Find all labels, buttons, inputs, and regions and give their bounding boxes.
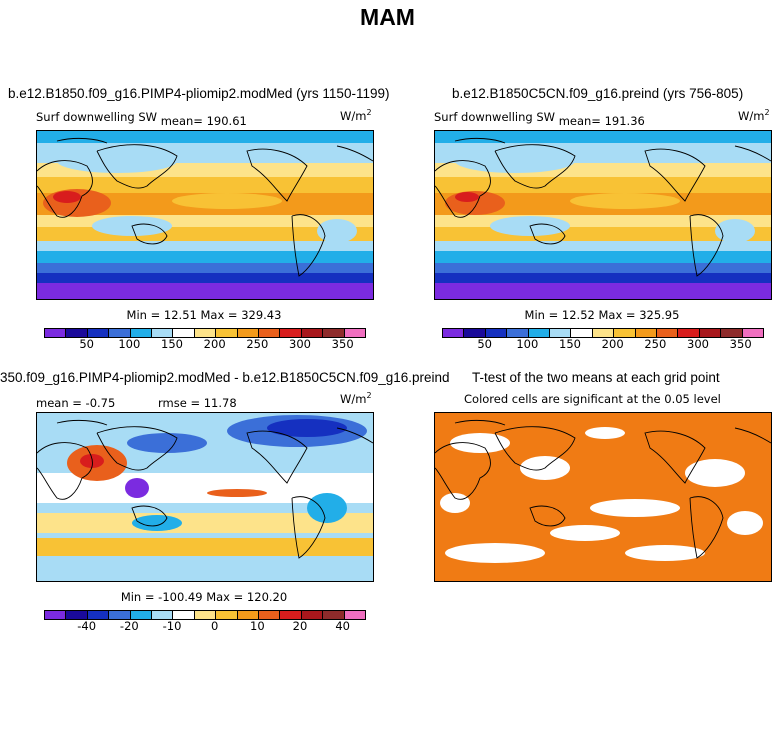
colorbar-swatch-2-1 — [464, 329, 486, 337]
colorbar-tick-label: 350 — [729, 337, 752, 351]
colorbar-tick-label: 250 — [644, 337, 667, 351]
colorbar-tick-label: 40 — [335, 619, 350, 633]
colorbar-swatch-2-14 — [742, 329, 764, 337]
panel3-units: W/m2 — [340, 391, 372, 406]
panel1-units: W/m2 — [340, 108, 372, 123]
colorbar-swatch-1-7 — [194, 329, 217, 337]
colorbar-swatch-3-9 — [237, 611, 260, 619]
panel2-units: W/m2 — [738, 108, 770, 123]
colorbar-tick-label: 50 — [477, 337, 492, 351]
panel1-map — [36, 130, 374, 300]
panel3-colorbar-ticks: -40 -20 -10 0 10 20 40 — [44, 619, 364, 635]
colorbar-swatch-1-13 — [323, 329, 345, 337]
panel2-mean: mean= 191.36 — [558, 114, 645, 128]
colorbar-swatch-3-11 — [280, 611, 302, 619]
colorbar-tick-label: 100 — [118, 337, 141, 351]
panel2-colorbar-ticks: 50 100 150 200 250 300 350 — [442, 337, 762, 353]
panel3-minmax: Min = -100.49 Max = 120.20 — [120, 590, 288, 604]
colorbar-swatch-2-0 — [443, 329, 465, 337]
panel4-title: T-test of the two means at each grid poi… — [472, 370, 720, 385]
colorbar-tick-label: 300 — [687, 337, 709, 351]
panel4-map — [434, 412, 772, 582]
colorbar-swatch-3-0 — [45, 611, 67, 619]
colorbar-swatch-1-5 — [152, 329, 174, 337]
colorbar-tick-label: 150 — [161, 337, 183, 351]
colorbar-swatch-2-11 — [678, 329, 700, 337]
colorbar-swatch-3-14 — [344, 611, 366, 619]
colorbar-tick-label: 200 — [601, 337, 624, 351]
colorbar-swatch-1-8 — [216, 329, 238, 337]
colorbar-swatch-3-13 — [323, 611, 345, 619]
colorbar-swatch-1-2 — [87, 329, 110, 337]
colorbar-tick-label: -40 — [77, 619, 97, 633]
colorbar-swatch-2-13 — [721, 329, 743, 337]
panel1-colorbar-ticks: 50 100 150 200 250 300 350 — [44, 337, 364, 353]
colorbar-swatch-1-9 — [237, 329, 260, 337]
panel2-colorbar — [442, 328, 764, 338]
colorbar-swatch-1-11 — [280, 329, 302, 337]
colorbar-swatch-1-6 — [173, 329, 195, 337]
panel2-map — [434, 130, 772, 300]
colorbar-swatch-1-14 — [344, 329, 366, 337]
colorbar-swatch-3-8 — [216, 611, 238, 619]
colorbar-tick-label: 300 — [289, 337, 311, 351]
colorbar-swatch-3-3 — [109, 611, 131, 619]
panel2-title: b.e12.B1850C5CN.f09_g16.preind (yrs 756-… — [452, 86, 744, 101]
panel1-subtitle: Surf downwelling SW mean= 190.61 — [36, 110, 247, 128]
panel3-colorbar — [44, 610, 366, 620]
panel1-minmax: Min = 12.51 Max = 329.43 — [126, 308, 282, 322]
colorbar-tick-label: 10 — [250, 619, 265, 633]
colorbar-swatch-1-12 — [301, 329, 324, 337]
colorbar-swatch-3-7 — [194, 611, 217, 619]
colorbar-swatch-1-4 — [130, 329, 153, 337]
colorbar-tick-label: 350 — [331, 337, 354, 351]
panel3-map — [36, 412, 374, 582]
panel1-title: b.e12.B1850.f09_g16.PIMP4-pliomip2.modMe… — [8, 86, 390, 101]
colorbar-swatch-3-5 — [152, 611, 174, 619]
colorbar-swatch-2-2 — [485, 329, 508, 337]
panel1-colorbar — [44, 328, 366, 338]
colorbar-swatch-3-10 — [259, 611, 281, 619]
colorbar-swatch-2-12 — [699, 329, 722, 337]
colorbar-swatch-2-7 — [592, 329, 615, 337]
panel1-variable: Surf downwelling SW — [36, 110, 158, 124]
panel1-mean: mean= 190.61 — [160, 114, 247, 128]
colorbar-swatch-1-0 — [45, 329, 67, 337]
colorbar-tick-label: 250 — [246, 337, 269, 351]
colorbar-swatch-1-10 — [259, 329, 281, 337]
colorbar-swatch-2-3 — [507, 329, 529, 337]
colorbar-swatch-3-1 — [66, 611, 88, 619]
colorbar-tick-label: 200 — [203, 337, 226, 351]
figure-title: MAM — [360, 4, 415, 30]
colorbar-tick-label: 50 — [79, 337, 94, 351]
colorbar-swatch-3-4 — [130, 611, 153, 619]
colorbar-swatch-1-3 — [109, 329, 131, 337]
colorbar-swatch-2-10 — [657, 329, 679, 337]
colorbar-swatch-3-2 — [87, 611, 110, 619]
colorbar-swatch-3-6 — [173, 611, 195, 619]
colorbar-swatch-2-5 — [550, 329, 572, 337]
colorbar-tick-label: 20 — [292, 619, 308, 633]
colorbar-swatch-2-8 — [614, 329, 636, 337]
colorbar-swatch-2-9 — [635, 329, 658, 337]
colorbar-swatch-1-1 — [66, 329, 88, 337]
panel2-subtitle: Surf downwelling SW mean= 191.36 — [434, 110, 645, 128]
colorbar-tick-label: 0 — [210, 619, 219, 633]
panel3-title: 350.f09_g16.PIMP4-pliomip2.modMed - b.e1… — [0, 370, 450, 385]
panel2-minmax: Min = 12.52 Max = 325.95 — [524, 308, 680, 322]
colorbar-tick-label: 100 — [516, 337, 539, 351]
panel2-variable: Surf downwelling SW — [434, 110, 556, 124]
colorbar-swatch-2-4 — [528, 329, 551, 337]
colorbar-swatch-3-12 — [301, 611, 324, 619]
panel3-rmse: rmse = 11.78 — [158, 396, 237, 410]
colorbar-tick-label: 150 — [559, 337, 581, 351]
panel3-mean: mean = -0.75 — [36, 396, 116, 410]
colorbar-tick-label: -20 — [119, 619, 139, 633]
colorbar-swatch-2-6 — [571, 329, 593, 337]
colorbar-tick-label: -10 — [162, 619, 182, 633]
panel4-subtitle: Colored cells are significant at the 0.0… — [464, 392, 721, 406]
